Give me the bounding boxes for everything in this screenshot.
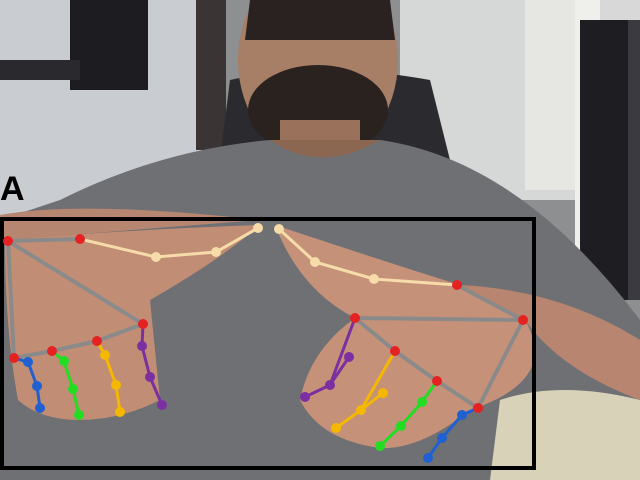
annotation-label: A (0, 170, 25, 208)
bounding-box (0, 217, 536, 470)
left-hand-skeleton (3, 223, 263, 420)
right-hand-skeleton (274, 224, 528, 463)
wall-monitor (70, 0, 148, 90)
